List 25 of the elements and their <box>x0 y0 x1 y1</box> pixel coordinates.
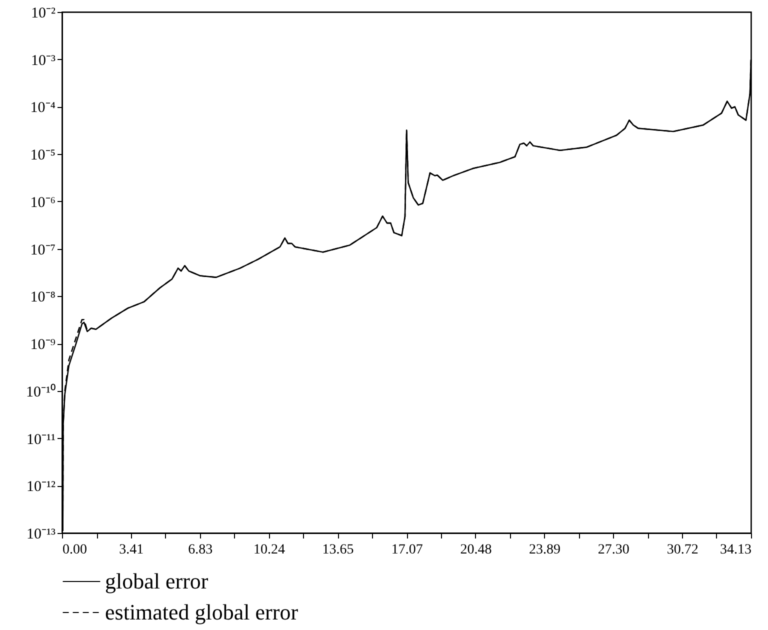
y-tick-label: 10⁻⁹ <box>30 337 56 354</box>
y-tick-label: 10⁻³ <box>31 52 56 69</box>
y-tick-label: 10⁻⁶ <box>30 194 56 211</box>
y-tick-label: 10⁻⁷ <box>30 242 56 258</box>
x-tick-label: 3.41 <box>119 542 144 558</box>
x-tick-label: 30.72 <box>666 542 698 558</box>
x-tick-label: 34.13 <box>720 542 752 558</box>
x-tick-label: 23.89 <box>529 542 561 558</box>
x-tick-label: 13.65 <box>322 542 354 558</box>
y-tick-label: 10⁻⁴ <box>30 100 56 116</box>
legend-label: global error <box>105 568 209 594</box>
legend-label: estimated global error <box>105 600 299 624</box>
y-tick-label: 10⁻¹¹ <box>26 432 56 448</box>
x-tick-label: 10.24 <box>253 542 285 558</box>
x-tick-label: 0.00 <box>62 542 87 558</box>
y-tick-label: 10⁻⁵ <box>30 148 56 164</box>
y-tick-label: 10⁻⁸ <box>30 290 56 306</box>
y-tick-label: 10⁻¹⁰ <box>26 383 56 400</box>
y-tick-label: 10⁻² <box>31 6 56 22</box>
y-tick-label: 10⁻¹³ <box>26 526 56 542</box>
x-tick-label: 6.83 <box>188 542 213 558</box>
x-tick-label: 27.30 <box>598 542 630 558</box>
y-tick-label: 10⁻¹² <box>26 479 56 496</box>
x-tick-label: 20.48 <box>460 542 492 558</box>
x-tick-label: 17.07 <box>391 542 423 558</box>
